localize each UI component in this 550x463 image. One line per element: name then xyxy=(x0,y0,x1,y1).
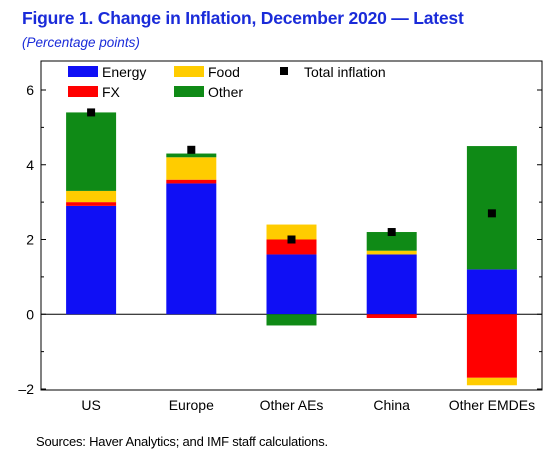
bar-segment-food xyxy=(366,250,417,255)
total-inflation-marker xyxy=(87,108,96,117)
legend-swatch-other xyxy=(174,86,204,97)
plot-frame xyxy=(40,60,543,391)
y-tick-label: 0 xyxy=(26,306,34,322)
x-tick-label: China xyxy=(373,397,410,413)
total-inflation-marker xyxy=(387,228,396,237)
x-tick-label: Europe xyxy=(169,397,214,413)
chart-subtitle: (Percentage points) xyxy=(22,35,140,50)
y-tick-label: –2 xyxy=(18,381,34,397)
bar-segment-energy xyxy=(266,254,317,315)
y-tick-label: 2 xyxy=(26,232,34,248)
legend-label-fx: FX xyxy=(102,84,121,100)
total-inflation-marker xyxy=(287,235,296,244)
bar-segment-other xyxy=(66,112,117,191)
bar-segment-other xyxy=(366,232,417,251)
chart-title: Figure 1. Change in Inflation, December … xyxy=(22,8,464,28)
bar-segment-energy xyxy=(366,254,417,315)
legend-swatch-fx xyxy=(68,86,98,97)
bar-segment-other xyxy=(466,146,517,270)
source-note: Sources: Haver Analytics; and IMF staff … xyxy=(36,434,328,449)
legend-swatch-food xyxy=(174,66,204,77)
total-inflation-marker xyxy=(487,209,496,218)
legend-label-energy: Energy xyxy=(102,64,146,80)
bar-segment-food xyxy=(166,157,217,180)
bar-segment-energy xyxy=(166,183,217,315)
legend-label-total-inflation: Total inflation xyxy=(304,64,386,80)
bar-segment-fx xyxy=(366,314,417,318)
bar-segment-fx xyxy=(66,202,117,206)
legend-label-other: Other xyxy=(208,84,243,100)
bar-segment-food xyxy=(66,190,117,203)
y-tick-label: 4 xyxy=(26,157,34,173)
legend-marker-total-inflation xyxy=(280,67,288,75)
bar-segment-food xyxy=(466,377,517,386)
bar-segment-fx xyxy=(266,239,317,255)
x-tick-label: Other EMDEs xyxy=(449,397,535,413)
bar-segment-other xyxy=(266,314,317,326)
bar-segment-other xyxy=(166,153,217,158)
bar-segment-food xyxy=(266,224,317,240)
legend-swatch-energy xyxy=(68,66,98,77)
bar-segment-fx xyxy=(166,179,217,184)
total-inflation-marker xyxy=(187,145,196,154)
x-tick-label: US xyxy=(81,397,100,413)
bar-segment-energy xyxy=(466,269,517,315)
bar-segment-energy xyxy=(66,205,117,315)
x-tick-label: Other AEs xyxy=(260,397,324,413)
legend-label-food: Food xyxy=(208,64,240,80)
y-tick-label: 6 xyxy=(26,82,34,98)
bar-segment-fx xyxy=(466,314,517,378)
